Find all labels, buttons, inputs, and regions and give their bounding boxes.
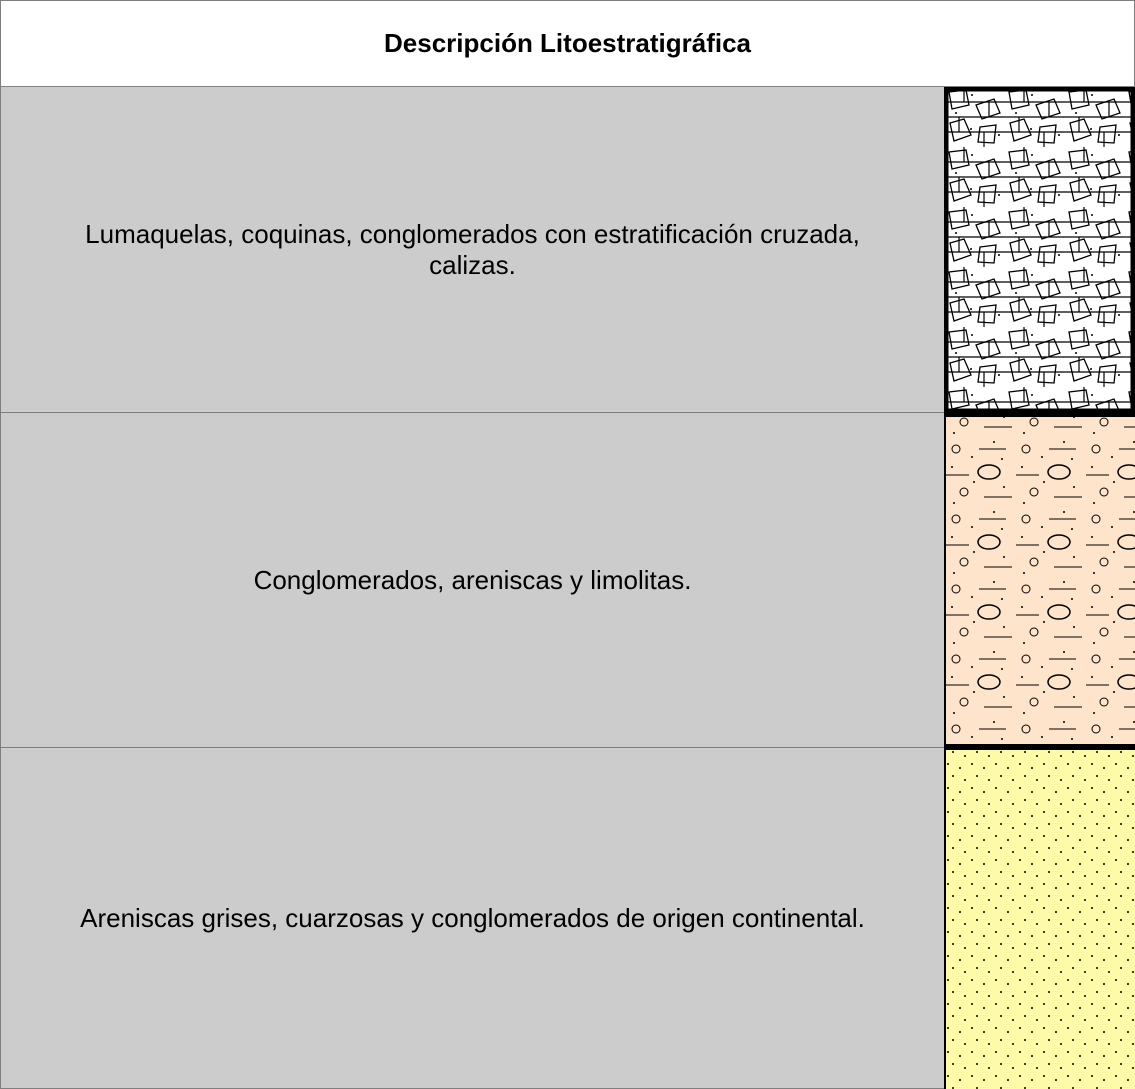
- description-cell: Conglomerados, areniscas y limolitas.: [0, 413, 944, 748]
- description-cell: Lumaquelas, coquinas, conglomerados con …: [0, 87, 944, 413]
- description-cell: Areniscas grises, cuarzosas y conglomera…: [0, 748, 944, 1089]
- lithology-column: [944, 87, 1135, 1089]
- table-title: Descripción Litoestratigráfica: [0, 0, 1135, 87]
